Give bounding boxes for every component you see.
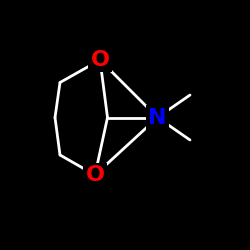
Text: N: N [148,108,167,128]
Text: O: O [90,50,110,70]
Text: O: O [86,165,104,185]
